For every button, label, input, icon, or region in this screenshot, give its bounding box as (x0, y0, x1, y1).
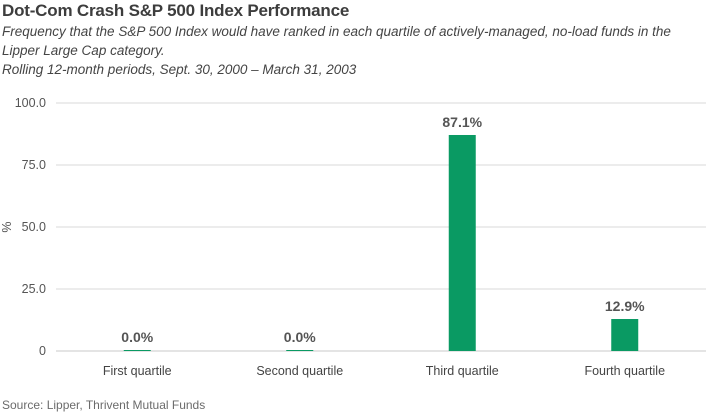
bar-data-label: 0.0% (121, 329, 153, 345)
subtitle-period: Rolling 12-month periods, Sept. 30, 2000… (2, 62, 357, 77)
y-tick-label: 0 (39, 344, 46, 358)
y-tick-label: 50.0 (22, 220, 46, 234)
x-axis-categories: First quartile Second quartile Third quart… (103, 364, 665, 378)
bars (123, 134, 639, 351)
bar (611, 319, 639, 351)
bar-data-label: 87.1% (442, 114, 482, 130)
x-category-label: First quartile (103, 364, 172, 378)
subtitle-description: Frequency that the S&P 500 Index would h… (2, 24, 671, 58)
y-tick-label: 25.0 (22, 282, 46, 296)
gridlines (56, 102, 706, 352)
y-tick-label: 100.0 (15, 96, 46, 110)
chart-subtitle: Frequency that the S&P 500 Index would h… (2, 22, 706, 79)
bar (123, 350, 151, 351)
data-labels: 0.0% 0.0% 87.1% 12.9% (121, 114, 645, 345)
y-axis-ticks: 0 25.0 50.0 75.0 100.0 (15, 96, 46, 358)
bar-data-label: 0.0% (284, 329, 316, 345)
bar (286, 350, 314, 351)
bar (448, 134, 476, 351)
x-category-label: Third quartile (426, 364, 499, 378)
bar-data-label: 12.9% (605, 298, 645, 314)
source-note: Source: Lipper, Thrivent Mutual Funds (2, 398, 206, 412)
y-axis-label: % (0, 221, 14, 232)
y-tick-label: 75.0 (22, 158, 46, 172)
x-category-label: Fourth quartile (584, 364, 665, 378)
chart-title: Dot-Com Crash S&P 500 Index Performance (2, 1, 350, 20)
x-category-label: Second quartile (256, 364, 343, 378)
